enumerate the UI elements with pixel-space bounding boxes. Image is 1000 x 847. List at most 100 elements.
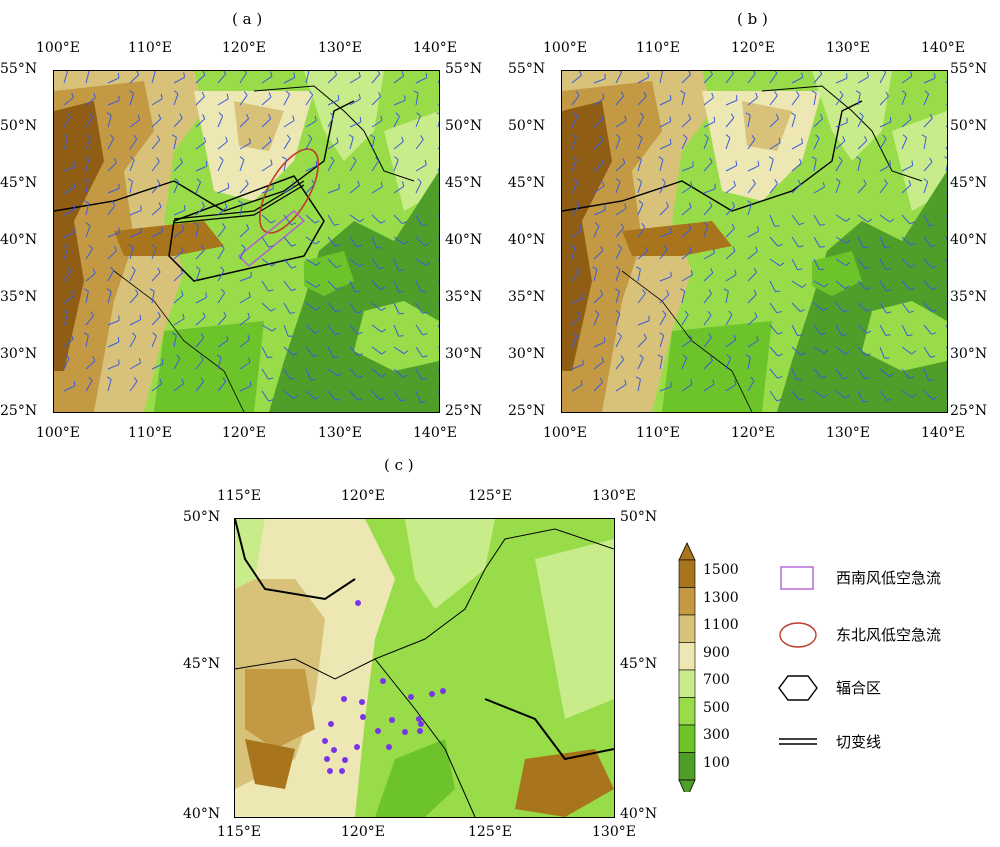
wind-barb-flag (932, 396, 938, 400)
wind-barb (923, 181, 929, 194)
wind-barb (835, 94, 844, 106)
wind-barb (195, 206, 205, 216)
wind-barb-flag (601, 356, 605, 362)
wind-barb (173, 137, 177, 150)
wind-barb (593, 140, 603, 150)
wind-barb-flag (354, 290, 360, 293)
wind-barb (725, 73, 734, 84)
wind-barb (349, 160, 357, 172)
wind-barb (239, 203, 244, 216)
wind-barb (747, 97, 758, 106)
wind-barb-flag (885, 91, 889, 97)
wind-barb-flag (375, 156, 379, 162)
wind-barb-flag (708, 333, 712, 338)
wind-barb (769, 236, 779, 247)
wind-barb-flag (820, 332, 827, 336)
wind-barb (615, 95, 625, 106)
wind-barb (681, 357, 688, 370)
wind-barb (415, 302, 423, 314)
wind-barb-flag (399, 312, 405, 315)
wind-barb-flag (113, 245, 118, 251)
wind-barb-flag (161, 358, 164, 364)
wind-barb (349, 121, 362, 128)
wind-barb (879, 368, 890, 377)
wind-barb (659, 182, 666, 194)
wind-barb-flag (425, 262, 431, 266)
wind-barb (283, 390, 294, 399)
wind-barb-flag (336, 137, 339, 143)
wind-barb-flag (307, 134, 313, 139)
wind-barb-flag (158, 114, 162, 119)
wind-barb-flag (684, 310, 689, 316)
wind-barb-flag (395, 112, 400, 117)
wind-barb-flag (402, 221, 407, 225)
wind-barb (371, 73, 381, 84)
wind-barb (593, 341, 606, 348)
wind-barb (437, 324, 439, 329)
station-dot (440, 688, 446, 694)
wind-barb-flag (774, 91, 778, 96)
wind-barb-flag (421, 378, 427, 380)
panel-a-lon-top-5: 140°E (413, 40, 457, 56)
wind-barb (835, 160, 843, 172)
wind-barb (195, 225, 199, 238)
wind-barb-flag (380, 286, 386, 290)
wind-barb (593, 269, 598, 282)
wind-barb-flag (726, 354, 731, 359)
wind-barb (371, 186, 383, 194)
wind-barb-flag (71, 291, 75, 297)
wind-barb (349, 214, 361, 223)
wind-barb (747, 380, 755, 392)
wind-barb-flag (690, 181, 693, 187)
wind-barb (901, 302, 910, 313)
panel-c-lon-top-2: 120°E (341, 488, 385, 504)
wind-barb-flag (929, 113, 933, 119)
wind-barb (681, 185, 693, 194)
wind-barb (283, 258, 293, 269)
wind-barb (305, 280, 317, 288)
wind-barb-flag (777, 243, 783, 247)
wind-barb (63, 165, 76, 172)
wind-barb-flag (63, 134, 68, 138)
wind-barb (879, 72, 887, 84)
wind-barb-flag (688, 224, 692, 230)
wind-barb-flag (575, 90, 580, 96)
wind-barb (681, 206, 692, 216)
wind-barb-flag (864, 376, 870, 380)
wind-barb-flag (843, 309, 849, 313)
panel-b-lat-right-6: 30°N (950, 346, 988, 362)
wind-barb (945, 368, 947, 372)
wind-barb-flag (180, 290, 184, 296)
wind-barb (593, 382, 603, 392)
wind-barb (725, 314, 733, 326)
wind-barb (415, 164, 427, 172)
wind-barb (63, 357, 70, 370)
wind-barb (791, 163, 802, 172)
wind-barb-flag (944, 156, 947, 159)
wind-barb-flag (572, 156, 577, 161)
double-line-icon (779, 738, 817, 745)
wind-barb (593, 361, 604, 370)
wind-barb (593, 78, 606, 84)
station-dot (417, 728, 423, 734)
wind-barb (681, 383, 693, 392)
wind-barb-flag (201, 91, 205, 97)
wind-barb (923, 93, 930, 106)
wind-barb-flag (734, 379, 737, 385)
wind-barb-flag (757, 160, 760, 166)
wind-barb-flag (864, 136, 868, 141)
wind-barb-flag (909, 221, 915, 225)
wind-barb (791, 76, 803, 84)
panel-c-lat-right-3: 40°N (620, 806, 658, 822)
wind-barb (217, 98, 229, 106)
wind-barb-flag (774, 71, 778, 74)
panel-c-lon-top-3: 125°E (468, 488, 512, 504)
wind-barb (879, 138, 887, 150)
wind-barb-flag (398, 290, 405, 293)
wind-barb (437, 167, 439, 172)
wind-barb-flag (594, 222, 600, 227)
wind-barb-flag (200, 355, 204, 360)
wind-barb-flag (65, 71, 68, 72)
wind-barb (725, 291, 729, 304)
wind-barb-flag (156, 135, 161, 141)
